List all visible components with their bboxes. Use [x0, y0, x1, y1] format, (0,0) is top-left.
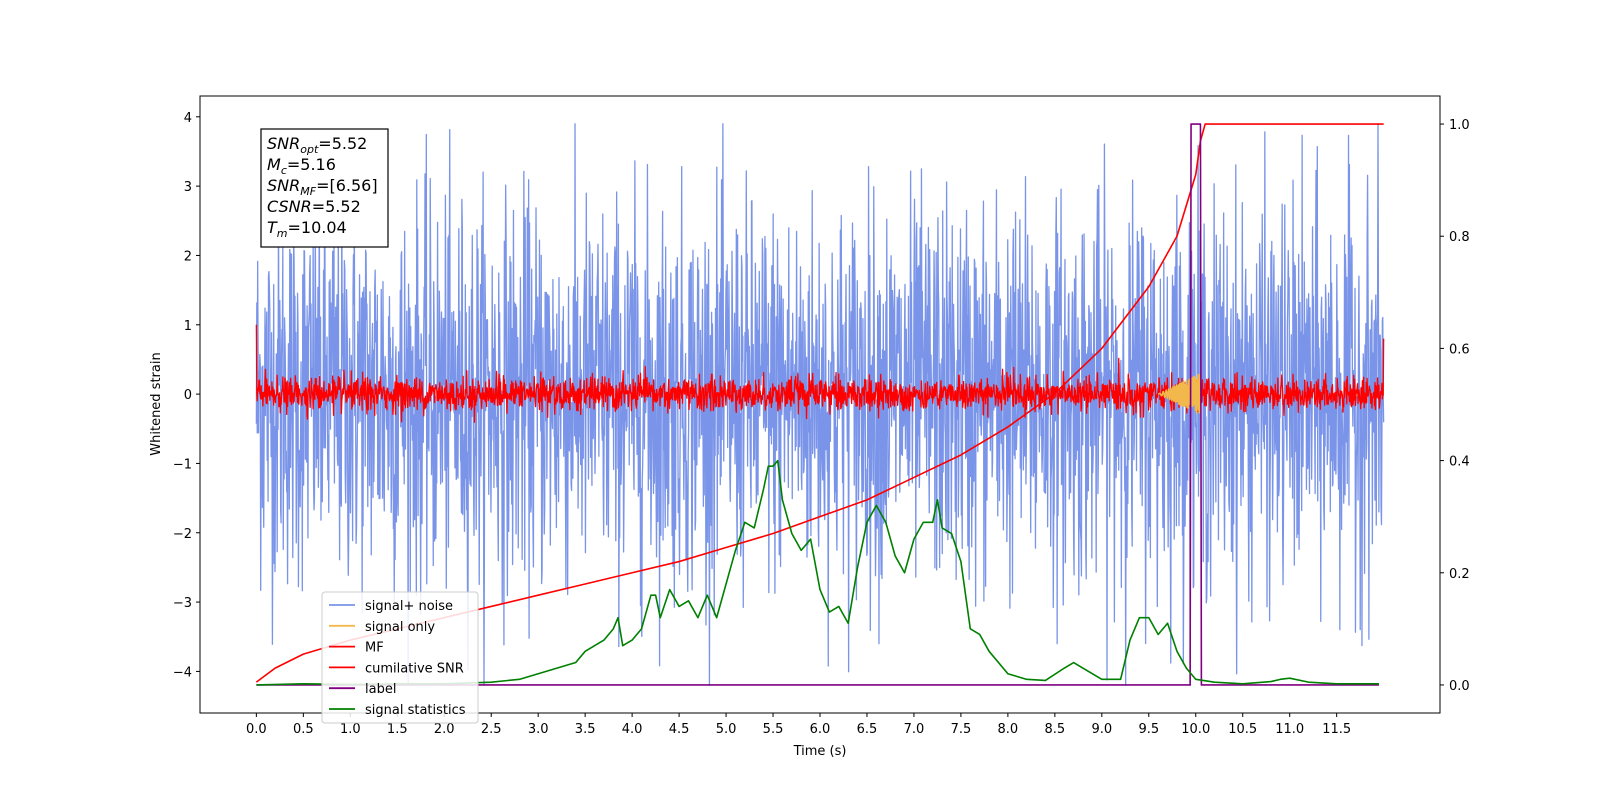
x-tick-label: 2.0	[434, 722, 455, 737]
annotation-line: Tm=10.04	[267, 218, 347, 240]
y-axis-label: Whitened strain	[149, 352, 164, 455]
y-right-tick-label: 0.8	[1449, 230, 1470, 245]
x-tick-label: 9.5	[1138, 722, 1159, 737]
y-right-tick-label: 0.0	[1449, 679, 1470, 694]
legend-entry: signal only	[365, 620, 435, 635]
legend-entry: signal statistics	[365, 703, 466, 718]
x-tick-label: 11.5	[1322, 722, 1351, 737]
x-tick-label: 8.5	[1045, 722, 1066, 737]
x-tick-label: 3.5	[575, 722, 596, 737]
y-right-tick-label: 0.4	[1449, 455, 1470, 470]
x-tick-label: 4.5	[669, 722, 690, 737]
annotation-line: SNRMF=[6.56]	[267, 176, 378, 198]
x-tick-label: 1.5	[387, 722, 408, 737]
annotation-frame	[260, 128, 389, 248]
legend-frame	[321, 591, 479, 724]
x-tick-label: 6.0	[810, 722, 831, 737]
x-tick-label: 7.0	[904, 722, 925, 737]
series-signal-statistics	[256, 459, 1379, 686]
legend-entry: label	[365, 682, 396, 697]
x-axis-label: Time (s)	[793, 744, 847, 759]
x-tick-label: 9.0	[1091, 722, 1112, 737]
y-tick-label: 4	[184, 111, 192, 126]
x-tick-label: 6.5	[857, 722, 878, 737]
annotation-line: SNRopt=5.52	[267, 134, 367, 156]
y-tick-label: 2	[184, 249, 192, 264]
y-right-tick-label: 0.2	[1449, 567, 1470, 582]
x-tick-label: 0.0	[246, 722, 267, 737]
annotation-line: Mc=5.16	[267, 155, 336, 177]
y-axis-right: 1.0 0.8 0.6 0.4 0.2 0.0	[1440, 118, 1470, 694]
series-signal-only	[1157, 373, 1202, 414]
x-tick-label: 8.0	[998, 722, 1019, 737]
y-right-tick-label: 0.6	[1449, 342, 1470, 357]
x-tick-label: 5.5	[763, 722, 784, 737]
annotation-line: CSNR=5.52	[267, 197, 361, 216]
x-axis: 0.0 0.5 1.0 1.5 2.0 2.5 3.0 3.5 4.0 4.5 5.0 5.5 6.0 6…	[246, 713, 1351, 737]
x-tick-label: 0.5	[293, 722, 314, 737]
series-label	[256, 123, 1379, 686]
y-tick-label: −4	[173, 665, 192, 680]
y-tick-label: −3	[173, 596, 192, 611]
y-tick-label: −2	[173, 527, 192, 542]
x-tick-label: 10.0	[1181, 722, 1210, 737]
y-right-tick-label: 1.0	[1449, 118, 1470, 133]
x-tick-label: 4.0	[622, 722, 643, 737]
x-tick-label: 5.0	[716, 722, 737, 737]
x-tick-label: 2.5	[481, 722, 502, 737]
legend-entry: MF	[365, 641, 384, 656]
y-tick-label: 0	[184, 388, 192, 403]
x-tick-label: 7.5	[951, 722, 972, 737]
x-tick-label: 3.0	[528, 722, 549, 737]
series-signal-noise	[255, 123, 1385, 686]
x-tick-label: 1.0	[340, 722, 361, 737]
y-tick-label: 1	[184, 319, 192, 334]
legend-entry: signal+ noise	[365, 599, 453, 614]
x-tick-label: 11.0	[1275, 722, 1304, 737]
x-tick-label: 10.5	[1228, 722, 1257, 737]
y-tick-label: −1	[173, 457, 192, 472]
legend-entry: cumilative SNR	[365, 661, 464, 676]
y-tick-label: 3	[184, 180, 192, 195]
y-axis-left: 4 3 2 1 0 −1 −2 −3 −4	[173, 111, 200, 680]
legend: signal+ noise signal only MF cumilative SNR…	[321, 591, 479, 724]
